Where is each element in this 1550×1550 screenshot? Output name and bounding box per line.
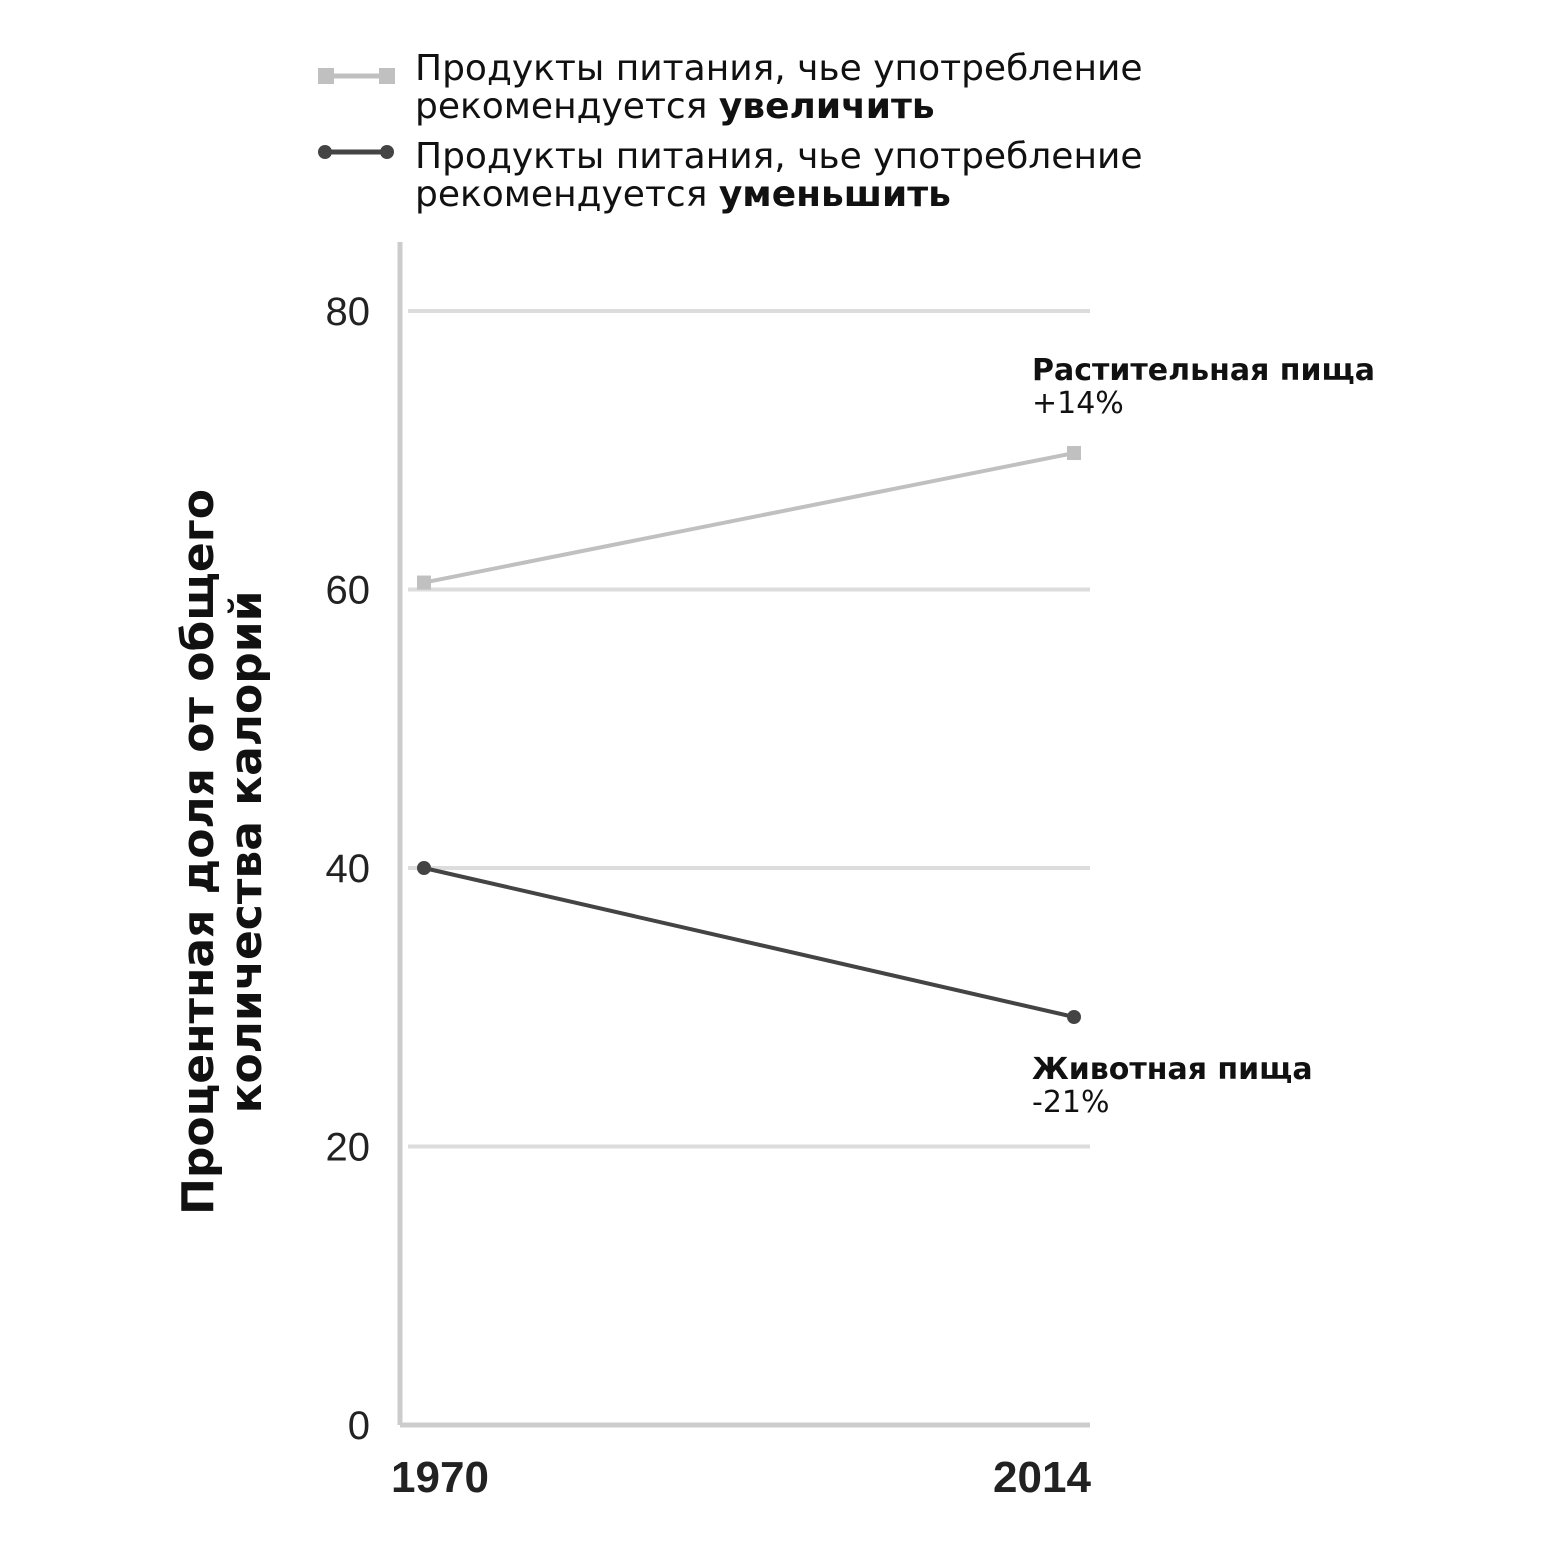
legend-increase-line2-plain: рекомендуется [415,86,719,127]
annotation-plant-name: Растительная пища [1032,353,1375,388]
annotations: Растительная пища+14% Животная пища-21% [1032,353,1375,1120]
legend-item-increase: Продукты питания, чье употребление реком… [318,48,1143,127]
annotation-animal-name: Животная пища [1032,1052,1313,1087]
legend-decrease-line2-bold: уменьшить [719,174,951,215]
legend-increase-line2: рекомендуется увеличить [415,86,935,127]
legend-swatch-increase-marker-left [318,68,334,84]
annotation-animal-change: -21% [1032,1085,1110,1120]
legend: Продукты питания, чье употребление реком… [318,48,1143,215]
y-tick-label-0: 0 [348,1404,370,1448]
y-tick-label-20: 20 [326,1126,371,1170]
x-tick-label-1970: 1970 [391,1453,489,1502]
y-ticks: 0 20 40 60 80 [326,290,371,1448]
y-tick-label-80: 80 [326,290,371,334]
y-axis-label-line1: Процентная доля от общего [173,489,224,1215]
point-plant-2014 [1067,446,1081,461]
y-axis-label-line2: количества калорий [221,591,272,1114]
legend-swatch-increase-marker-right [379,68,395,84]
point-animal-2014 [1067,1009,1081,1024]
annotation-plant-change: +14% [1032,386,1124,421]
legend-decrease-line2: рекомендуется уменьшить [415,174,951,215]
y-tick-label-60: 60 [326,569,371,613]
series-line-animal [423,866,1075,1019]
point-animal-1970 [417,861,431,875]
gridlines [408,309,1090,1149]
series-line-plant [423,451,1075,585]
legend-increase-line2-bold: увеличить [719,86,935,127]
legend-increase-line1: Продукты питания, чье употребление [415,48,1143,89]
legend-item-decrease: Продукты питания, чье употребление реком… [318,136,1143,215]
legend-swatch-decrease-marker-right [380,145,394,159]
point-plant-1970 [417,575,431,590]
y-tick-label-40: 40 [326,847,371,891]
legend-decrease-line2-plain: рекомендуется [415,174,719,215]
legend-swatch-decrease-marker-left [318,145,332,159]
series [417,446,1081,1024]
legend-decrease-line1: Продукты питания, чье употребление [415,136,1143,177]
x-ticks: 1970 2014 [391,1453,1091,1502]
x-tick-label-2014: 2014 [993,1453,1091,1502]
